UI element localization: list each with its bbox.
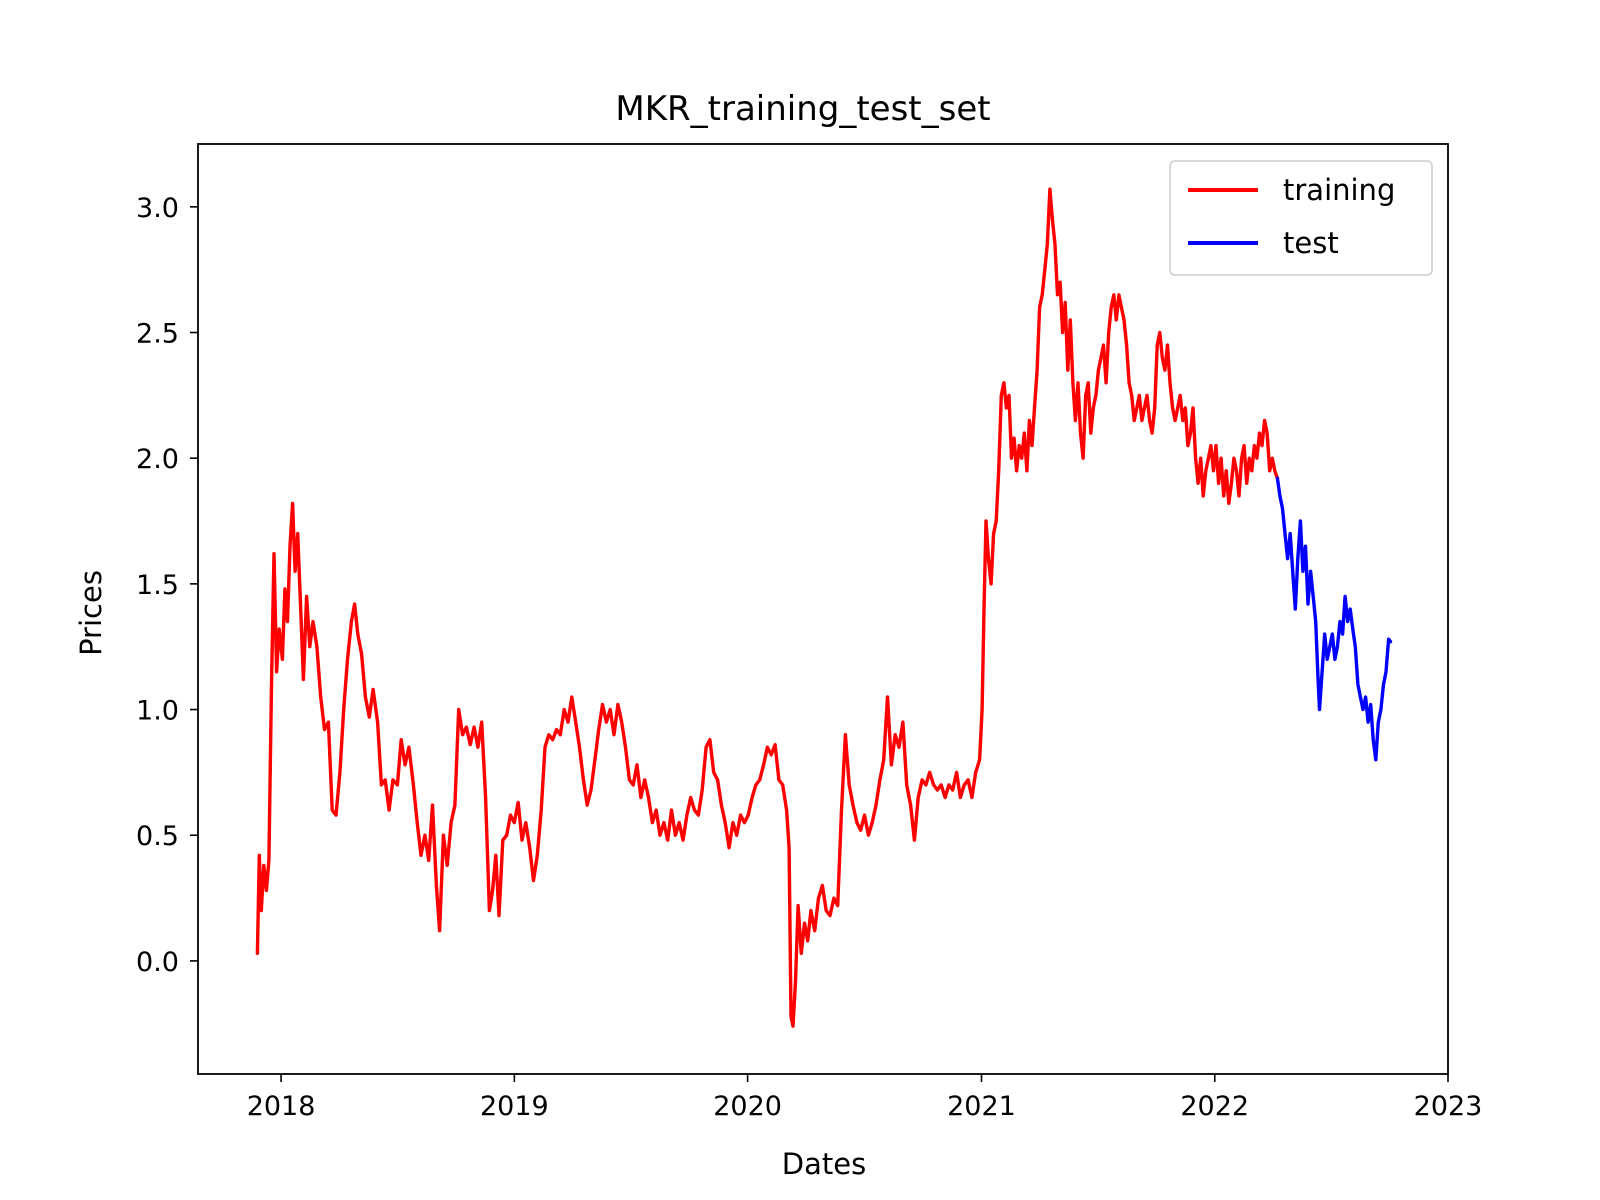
series-line-training [255,187,1280,1028]
y-tick-label: 2.5 [136,319,179,350]
y-axis-label: Prices [74,570,108,656]
x-tick-label: 2020 [713,1091,782,1122]
legend: training test [1169,160,1433,276]
y-tick-label: 2.0 [136,444,179,475]
y-tick-label: 3.0 [136,193,179,224]
y-axis: 0.0 0.5 1.0 1.5 2.0 2.5 3.0 [136,193,198,978]
legend-test-label: test [1283,226,1339,260]
chart-title: MKR_training_test_set [615,89,990,129]
plot-frame [197,143,1449,1075]
y-tick-label: 0.0 [136,947,179,978]
y-tick-label: 1.0 [136,696,179,727]
legend-training-label: training [1283,173,1395,207]
x-tick-label: 2019 [480,1091,549,1122]
x-tick-label: 2023 [1414,1091,1483,1122]
series-layer [255,187,1393,1028]
x-axis: 2018 2019 2020 2021 2022 2023 [247,1074,1483,1122]
y-tick-label: 0.5 [136,821,179,852]
x-axis-label: Dates [782,1147,866,1181]
x-tick-label: 2022 [1180,1091,1249,1122]
series-line-test [1275,476,1393,762]
y-tick-label: 1.5 [136,570,179,601]
x-tick-label: 2018 [247,1091,316,1122]
x-tick-label: 2021 [947,1091,1016,1122]
